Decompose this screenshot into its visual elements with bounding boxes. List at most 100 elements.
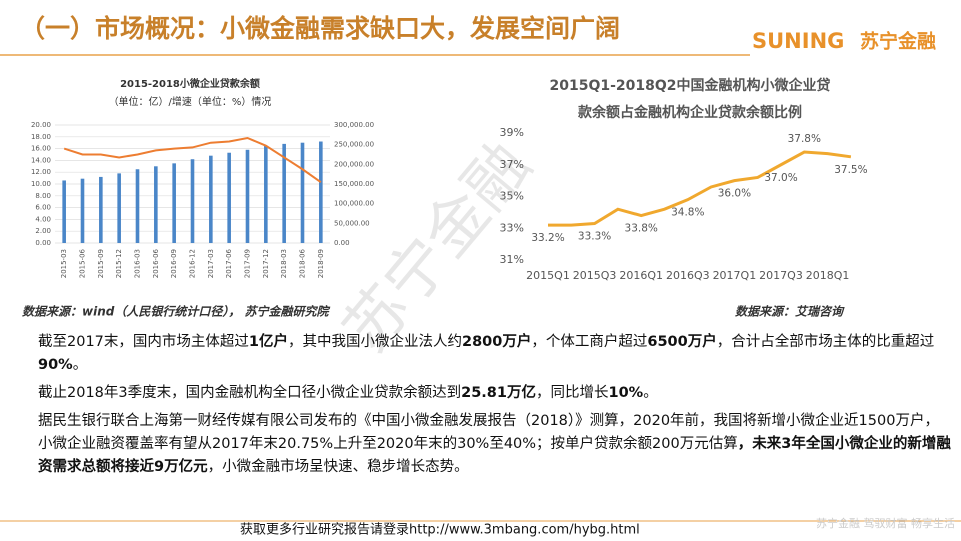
bar (209, 155, 213, 243)
text-run: ，同比增长 (536, 385, 609, 401)
bold-run: 1亿户 (248, 334, 288, 350)
x-tick-label: 2015-12 (115, 249, 123, 278)
data-label: 37.0% (764, 172, 797, 184)
bar (62, 180, 66, 243)
y-tick-label: 12.00 (31, 168, 51, 176)
bar (264, 145, 268, 243)
y2-tick-label: 50,000.00 (334, 219, 370, 227)
growth-line (63, 136, 322, 184)
y-tick-label: 18.00 (31, 133, 51, 141)
bar (227, 152, 231, 243)
y-tick-label: 6.00 (35, 204, 51, 212)
bar (282, 143, 286, 243)
bar (154, 166, 158, 243)
chart-title: （单位：亿）/增速（单位：%）情况 (109, 95, 272, 108)
y-tick-label: 8.00 (35, 192, 51, 200)
y2-tick-label: 300,000.00 (334, 121, 374, 129)
footer-link: 获取更多行业研究报告请登录http://www.3mbang.com/hybg.… (240, 522, 640, 538)
bar (135, 169, 140, 243)
bar (319, 141, 323, 243)
y2-tick-label: 100,000.00 (334, 200, 374, 208)
x-tick-label: 2018-09 (317, 249, 325, 278)
x-tick-label: 2016Q1 (619, 269, 663, 282)
paragraph: 据民生银行联合上海第一财经传媒有限公司发布的《中国小微金融发展报告（2018）》… (38, 410, 953, 479)
chart-title: 2015Q1-2018Q2中国金融机构小微企业贷 (549, 77, 830, 94)
paragraph: 截至2017末，国内市场主体超过1亿户，其中我国小微企业法人约2800万户，个体… (38, 331, 953, 377)
ratio-line (548, 150, 852, 227)
y-tick-label: 31% (500, 253, 524, 266)
x-tick-label: 2017-09 (244, 249, 252, 278)
footer-slogan: 苏宁金融 驾驭财富 畅享生活 (816, 516, 955, 530)
data-label: 33.8% (625, 223, 658, 235)
text-run: ，合计占全部市场主体的比重超过 (716, 334, 935, 350)
bar (80, 178, 85, 243)
x-tick-label: 2017Q1 (713, 269, 757, 282)
text-run: 截止2018年3季度末，国内金融机构全口径小微企业贷款余额达到 (38, 385, 462, 401)
source-right: 数据来源：艾瑞咨询 (735, 305, 845, 319)
bold-run: 25.81万亿 (461, 385, 536, 401)
x-tick-label: 2015-03 (60, 249, 68, 278)
y-tick-label: 39% (500, 126, 524, 139)
bar (172, 163, 176, 243)
y2-tick-label: 150,000.00 (334, 180, 374, 188)
y-tick-label: 37% (500, 158, 524, 171)
logo-latin: SUNING (752, 29, 844, 53)
y-tick-label: 33% (500, 221, 524, 234)
x-tick-label: 2017-06 (225, 248, 233, 278)
x-tick-label: 2018-06 (299, 248, 307, 278)
text-run: 。 (643, 385, 658, 401)
bar (245, 149, 250, 243)
logo-cn: 苏宁金融 (860, 30, 936, 53)
y2-tick-label: 0.00 (334, 239, 350, 247)
x-tick-label: 2017Q3 (759, 269, 803, 282)
x-tick-label: 2015Q3 (573, 269, 617, 282)
data-label: 36.0% (718, 188, 751, 200)
x-tick-label: 2016-12 (189, 249, 197, 278)
chart-title: 2015-2018小微企业贷款余额 (120, 77, 260, 90)
text-run: 据民生银行联合上海第一财经传媒有限公司发布的《中国小微金融发展报告（2018）》… (38, 413, 939, 452)
bold-run: 90% (38, 357, 73, 373)
bar (300, 142, 305, 243)
x-tick-label: 2015-09 (97, 249, 105, 278)
source-left: 数据来源：wind（人民银行统计口径）， 苏宁金融研究院 (22, 305, 331, 319)
data-label: 37.8% (788, 133, 821, 145)
bar (190, 159, 195, 243)
chart-title: 款余额占金融机构企业贷款余额比例 (578, 104, 802, 121)
y-tick-label: 0.00 (35, 239, 51, 247)
x-tick-label: 2016-06 (152, 248, 160, 278)
text-run: ，其中我国小微企业法人约 (288, 334, 462, 350)
bar (99, 176, 103, 243)
x-tick-label: 2016-03 (134, 249, 142, 278)
data-label: 33.2% (531, 232, 564, 244)
data-label: 37.5% (834, 164, 867, 176)
bold-run: 10% (608, 385, 644, 401)
y-tick-label: 14.00 (31, 156, 51, 164)
text-run: 截至2017末，国内市场主体超过 (38, 334, 249, 350)
y-tick-label: 16.00 (31, 145, 51, 153)
x-tick-label: 2015-06 (79, 248, 87, 278)
y-tick-label: 2.00 (35, 227, 51, 235)
x-tick-label: 2016-09 (170, 249, 178, 278)
y-tick-label: 20.00 (31, 121, 51, 129)
bold-run: 6500万户 (647, 334, 717, 350)
bold-run: 2800万户 (462, 334, 532, 350)
text-run: 。 (72, 357, 88, 373)
data-label: 34.8% (671, 207, 704, 219)
bold-run: ，未来3年全国小微企业的新增融资需求总额将接近9万亿元 (38, 436, 951, 475)
x-tick-label: 2017-12 (262, 249, 270, 278)
x-tick-label: 2017-03 (207, 249, 215, 278)
data-label: 33.3% (578, 230, 611, 242)
slide-title: （一）市场概况：小微金融需求缺口大，发展空间广阔 (20, 14, 620, 43)
x-tick-label: 2015Q1 (526, 269, 570, 282)
body-text: 截至2017末，国内市场主体超过1亿户，其中我国小微企业法人约2800万户，个体… (38, 331, 953, 484)
y-tick-label: 10.00 (31, 180, 51, 188)
paragraph: 截止2018年3季度末，国内金融机构全口径小微企业贷款余额达到25.81万亿，同… (38, 382, 953, 405)
y2-tick-label: 250,000.00 (334, 141, 374, 149)
x-tick-label: 2018-03 (280, 249, 288, 278)
text-run: ，个体工商户超过 (531, 334, 648, 350)
bar (117, 173, 121, 243)
x-tick-label: 2018Q1 (806, 269, 850, 282)
y-tick-label: 4.00 (35, 215, 51, 223)
